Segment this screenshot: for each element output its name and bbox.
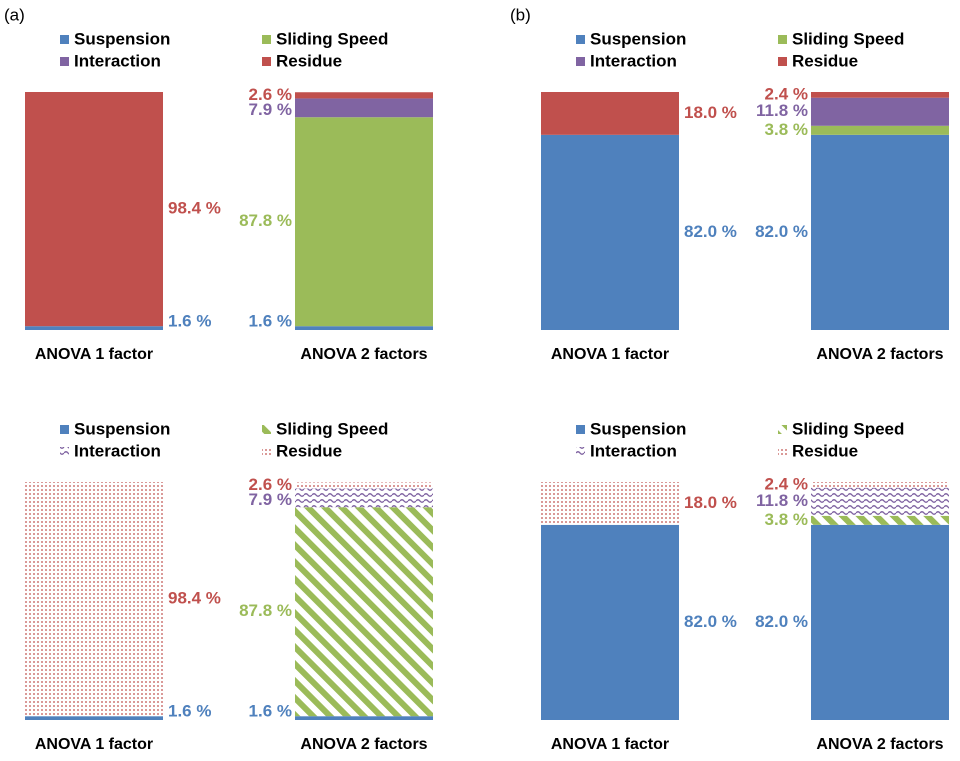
legend-label: Interaction	[74, 51, 161, 70]
legend-marker	[576, 35, 585, 44]
x-tick-label: ANOVA 2 factors	[300, 736, 427, 753]
legend-label: Sliding Speed	[792, 419, 904, 438]
bar-segment	[25, 482, 163, 717]
legend-marker	[60, 447, 69, 456]
value-label: 18.0 %	[684, 103, 737, 122]
value-label: 98.4 %	[168, 589, 221, 608]
value-label: 3.8 %	[765, 120, 808, 139]
legend-label: Interaction	[74, 441, 161, 460]
bar-segment	[811, 134, 949, 330]
bar-segment	[541, 524, 679, 720]
value-label: 82.0 %	[755, 222, 808, 241]
value-label: 1.6 %	[249, 701, 292, 720]
legend-marker	[576, 57, 585, 66]
legend-label: Sliding Speed	[276, 29, 388, 48]
value-label: 98.4 %	[168, 199, 221, 218]
value-label: 18.0 %	[684, 493, 737, 512]
bar-segment	[25, 326, 163, 330]
bar-segment	[811, 515, 949, 525]
value-label: 82.0 %	[684, 612, 737, 631]
legend-label: Suspension	[74, 29, 170, 48]
legend-marker	[60, 57, 69, 66]
bar-segment	[295, 507, 433, 717]
bar-segment	[25, 92, 163, 327]
legend-label: Suspension	[74, 419, 170, 438]
bar-segment	[811, 524, 949, 720]
value-label: 1.6 %	[168, 311, 211, 330]
legend-marker	[778, 425, 787, 434]
legend-marker	[576, 425, 585, 434]
legend-label: Interaction	[590, 441, 677, 460]
value-label: 3.8 %	[765, 510, 808, 529]
panel-label: (a)	[4, 5, 25, 24]
bar-segment	[811, 97, 949, 126]
bar-segment	[295, 92, 433, 99]
legend-label: Suspension	[590, 29, 686, 48]
bar-segment	[811, 482, 949, 488]
legend-label: Residue	[276, 441, 342, 460]
legend-marker	[778, 35, 787, 44]
x-tick-label: ANOVA 1 factor	[35, 346, 153, 363]
x-tick-label: ANOVA 1 factor	[35, 736, 153, 753]
value-label: 1.6 %	[168, 701, 211, 720]
legend-label: Sliding Speed	[276, 419, 388, 438]
bar-segment	[295, 98, 433, 118]
legend-marker	[60, 35, 69, 44]
value-label: 11.8 %	[756, 101, 808, 120]
x-tick-label: ANOVA 2 factors	[816, 346, 943, 363]
legend-label: Residue	[792, 441, 858, 460]
value-label: 1.6 %	[249, 311, 292, 330]
legend-marker	[262, 35, 271, 44]
legend-marker	[262, 447, 271, 456]
legend-marker	[262, 425, 271, 434]
legend-label: Suspension	[590, 419, 686, 438]
value-label: 2.4 %	[765, 474, 808, 493]
value-label: 87.8 %	[239, 601, 292, 620]
bar-segment	[811, 487, 949, 516]
bar-segment	[295, 716, 433, 720]
legend-marker	[60, 425, 69, 434]
value-label: 7.9 %	[249, 100, 292, 119]
bar-segment	[541, 92, 679, 135]
legend-label: Residue	[792, 51, 858, 70]
value-label: 87.8 %	[239, 211, 292, 230]
panel-label: (b)	[510, 5, 531, 24]
value-label: 2.6 %	[249, 85, 292, 104]
legend-label: Sliding Speed	[792, 29, 904, 48]
value-label: 2.6 %	[249, 475, 292, 494]
bar-segment	[25, 716, 163, 720]
legend-marker	[778, 57, 787, 66]
x-tick-label: ANOVA 1 factor	[551, 346, 669, 363]
bar-segment	[811, 125, 949, 135]
value-label: 2.4 %	[765, 84, 808, 103]
legend-label: Interaction	[590, 51, 677, 70]
bar-segment	[295, 488, 433, 508]
legend-marker	[778, 447, 787, 456]
value-label: 82.0 %	[755, 612, 808, 631]
value-label: 82.0 %	[684, 222, 737, 241]
bar-segment	[541, 134, 679, 330]
bar-segment	[811, 92, 949, 98]
x-tick-label: ANOVA 2 factors	[816, 736, 943, 753]
bar-segment	[295, 117, 433, 327]
bar-segment	[541, 482, 679, 525]
legend-label: Residue	[276, 51, 342, 70]
legend-marker	[262, 57, 271, 66]
bar-segment	[295, 326, 433, 330]
value-label: 11.8 %	[756, 491, 808, 510]
legend-marker	[576, 447, 585, 456]
value-label: 7.9 %	[249, 490, 292, 509]
x-tick-label: ANOVA 2 factors	[300, 346, 427, 363]
x-tick-label: ANOVA 1 factor	[551, 736, 669, 753]
bar-segment	[295, 482, 433, 489]
